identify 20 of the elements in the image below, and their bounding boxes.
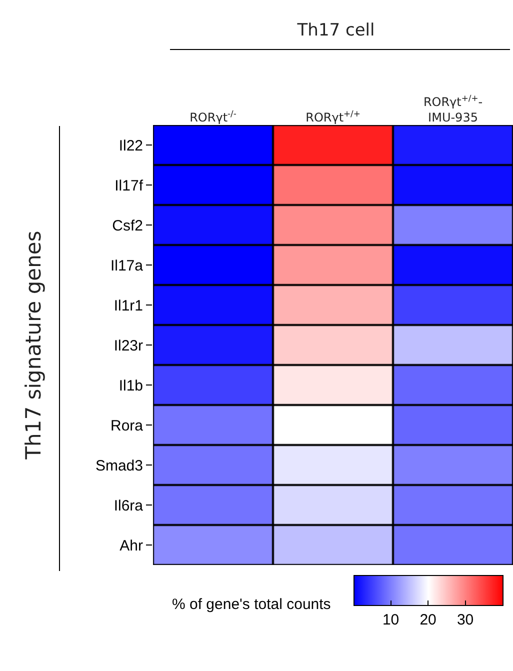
y-axis-title: Th17 signature genes — [22, 230, 46, 460]
y-tick-label: Ahr — [120, 537, 144, 554]
y-tick-label: Csf2 — [112, 217, 143, 234]
y-tick-label: Smad3 — [95, 457, 143, 474]
y-tick-label: Il17a — [110, 257, 144, 274]
y-tick-label: Il1b — [118, 377, 143, 394]
x-tick-label: RORγt$^{+/+}$ — [306, 108, 360, 125]
y-tick-label: Il22 — [118, 137, 143, 154]
color-bar-label: 30 — [456, 612, 474, 628]
y-tick-label: Il23r — [114, 337, 143, 354]
y-tick-label: Il6ra — [114, 497, 144, 514]
x-tick-label: RORγt$^{-/-}$ — [190, 108, 236, 125]
x-tick-label: RORγt$^{+/+}$-IMU-935 — [423, 92, 483, 125]
color-bar-title: % of gene's total counts — [172, 596, 331, 613]
color-bar-label: 10 — [382, 612, 400, 628]
y-tick-label: Rora — [110, 417, 144, 434]
color-bar-label: 20 — [420, 612, 436, 628]
y-tick-label: Il1r1 — [114, 297, 143, 314]
chart-title: Th17 cell — [296, 20, 375, 40]
y-tick-label: Il17f — [114, 177, 144, 194]
